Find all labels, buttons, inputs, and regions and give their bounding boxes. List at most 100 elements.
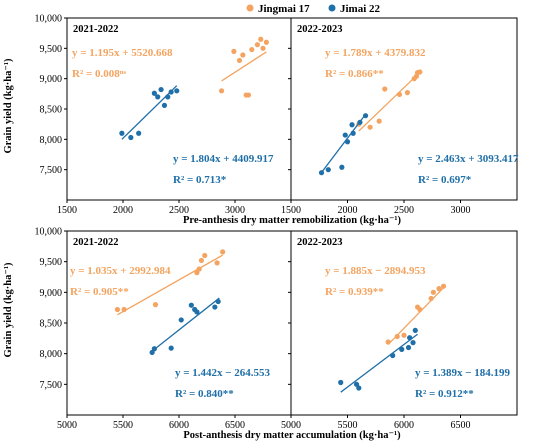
x-tick-label: 5000 xyxy=(57,420,77,431)
regression-equation: y = 1.035x + 2992.984 xyxy=(70,265,171,277)
fit-line xyxy=(121,85,178,140)
data-point xyxy=(174,88,180,94)
regression-equation: y = 1.442x − 264.553 xyxy=(175,367,271,379)
data-point xyxy=(390,352,396,359)
r-squared: R² = 0.840** xyxy=(175,388,234,400)
x-axis-title-bottom: Post-anthesis dry matter accumulation (k… xyxy=(183,430,401,441)
series-jimai-22: y = 1.389x − 184.199 R² = 0.912** xyxy=(338,327,511,400)
x-tick-label: 1500 xyxy=(57,205,77,216)
data-point xyxy=(412,327,418,333)
panels: 2021-2022 1500 2000 2500 3000 7,500 8,000 8,500… xyxy=(35,14,520,432)
series-jimai-22: y = 1.442x − 264.553 R² = 0.840** xyxy=(149,297,271,400)
data-point xyxy=(357,119,363,125)
x-tick-label: 6000 xyxy=(169,420,189,431)
data-point xyxy=(212,304,218,310)
plot-frame xyxy=(290,17,518,201)
data-point xyxy=(114,306,120,313)
data-point xyxy=(258,36,264,42)
data-point xyxy=(404,90,410,96)
data-point xyxy=(356,385,362,391)
plot-frame xyxy=(290,230,518,416)
data-point xyxy=(214,260,220,266)
r-squared: R² = 0.905** xyxy=(70,286,129,298)
data-point xyxy=(240,52,246,58)
data-point xyxy=(382,86,388,92)
series-jingmai-17: y = 1.195x + 5520.668 R² = 0.008ⁿˢ xyxy=(72,36,269,98)
data-point xyxy=(376,118,382,124)
r-squared: R² = 0.008ⁿˢ xyxy=(72,68,127,80)
r-squared: R² = 0.866** xyxy=(325,68,384,80)
legend-marker xyxy=(328,4,336,12)
data-point xyxy=(196,266,202,272)
regression-equation: y = 2.463x + 3093.417 xyxy=(418,153,519,165)
x-tick-label: 6000 xyxy=(394,420,414,431)
y-tick-label: 8,000 xyxy=(40,349,63,360)
data-point xyxy=(440,283,447,289)
data-point xyxy=(260,45,266,51)
data-point xyxy=(318,170,325,176)
panel-2: 2022-2023 1500 2000 2500 3000 y = 1.789x + 43… xyxy=(281,17,519,216)
data-point xyxy=(178,317,184,323)
data-point xyxy=(119,130,125,136)
data-point xyxy=(385,339,391,345)
data-point xyxy=(428,295,434,302)
data-point xyxy=(151,346,157,352)
panel-1: 2021-2022 1500 2000 2500 3000 7,500 8,000 8,500… xyxy=(35,14,292,216)
data-point xyxy=(342,132,348,138)
r-squared: R² = 0.912** xyxy=(415,388,474,400)
x-tick-label: 3000 xyxy=(225,205,245,216)
r-squared: R² = 0.939** xyxy=(325,286,384,298)
y-tick-label: 9,000 xyxy=(40,74,63,85)
regression-equation: y = 1.885x − 2894.953 xyxy=(325,265,426,277)
data-point xyxy=(220,249,226,255)
x-tick-label: 2000 xyxy=(113,205,133,216)
regression-equation: y = 1.195x + 5520.668 xyxy=(72,47,173,59)
y-tick-label: 9,500 xyxy=(40,257,63,268)
panel-title: 2022-2023 xyxy=(297,237,343,248)
x-tick-label: 1500 xyxy=(281,205,301,216)
data-point xyxy=(236,57,243,64)
legend-label: Jimai 22 xyxy=(340,3,381,15)
y-tick-label: 10,000 xyxy=(35,227,63,238)
r-squared: R² = 0.697* xyxy=(418,174,472,186)
data-point xyxy=(188,302,194,308)
data-point xyxy=(168,345,174,351)
x-axis-title-top: Pre-anthesis dry matter remobilization (… xyxy=(183,215,402,226)
fit-line xyxy=(151,297,220,352)
data-point xyxy=(136,130,142,136)
data-point xyxy=(215,298,221,305)
data-point xyxy=(202,252,208,259)
y-axis-title-bottom: Grain yield (kg·ha⁻¹) xyxy=(3,262,14,358)
series-jingmai-17: y = 1.035x + 2992.984 R² = 0.905** xyxy=(70,249,226,316)
data-point xyxy=(168,89,174,95)
series-jingmai-17: y = 1.885x − 2894.953 R² = 0.939** xyxy=(325,265,447,345)
panel-title: 2022-2023 xyxy=(297,24,343,35)
data-point xyxy=(325,167,331,173)
series-jingmai-17: y = 1.789x + 4379.832 R² = 0.866** xyxy=(325,47,426,132)
x-tick-label: 2500 xyxy=(169,205,189,216)
panel-3: 2021-2022 5000 5500 6000 6500 7,500 8,000 8,500… xyxy=(35,227,292,431)
data-point xyxy=(218,88,225,94)
data-point xyxy=(344,139,351,145)
fit-line xyxy=(117,254,224,316)
data-point xyxy=(339,164,345,170)
y-tick-label: 7,500 xyxy=(40,165,63,176)
x-tick-label: 6500 xyxy=(225,420,245,431)
data-point xyxy=(367,124,373,130)
data-point xyxy=(151,90,157,96)
fit-line xyxy=(340,333,418,393)
data-point xyxy=(401,332,407,338)
y-tick-label: 7,500 xyxy=(40,380,63,391)
data-point xyxy=(396,91,403,98)
data-point xyxy=(158,86,164,93)
data-point xyxy=(254,42,260,48)
data-point xyxy=(399,346,405,352)
data-point xyxy=(349,122,355,128)
fit-line xyxy=(221,51,267,82)
y-tick-label: 9,500 xyxy=(40,44,63,55)
regression-equation: y = 1.389x − 184.199 xyxy=(415,367,511,379)
data-point xyxy=(430,289,436,295)
data-point xyxy=(436,286,442,292)
data-point xyxy=(194,309,200,315)
